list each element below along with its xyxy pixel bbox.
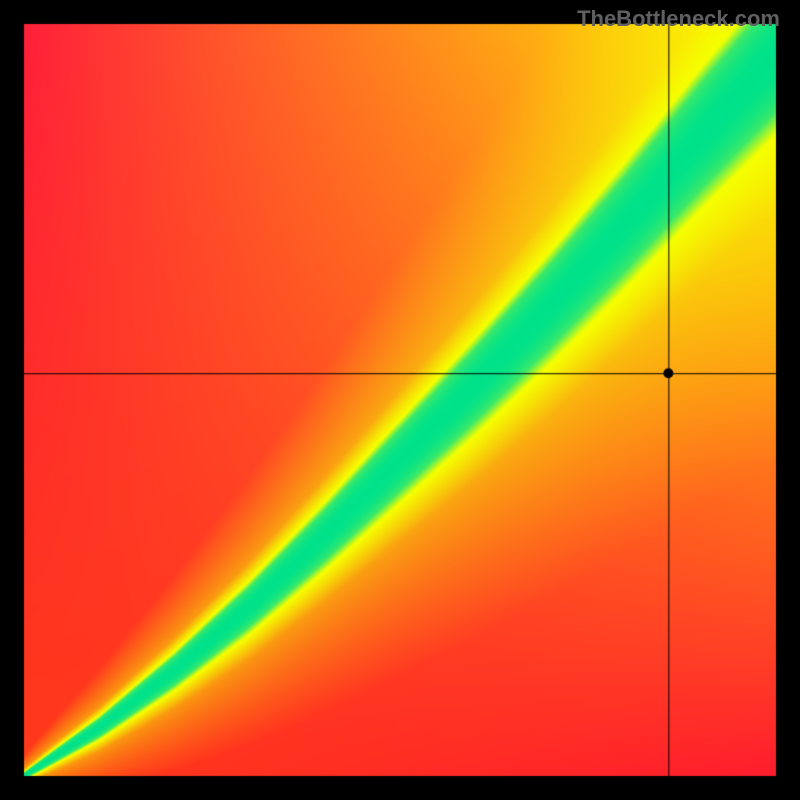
- chart-container: TheBottleneck.com: [0, 0, 800, 800]
- watermark-text: TheBottleneck.com: [577, 6, 780, 32]
- bottleneck-heatmap: [0, 0, 800, 800]
